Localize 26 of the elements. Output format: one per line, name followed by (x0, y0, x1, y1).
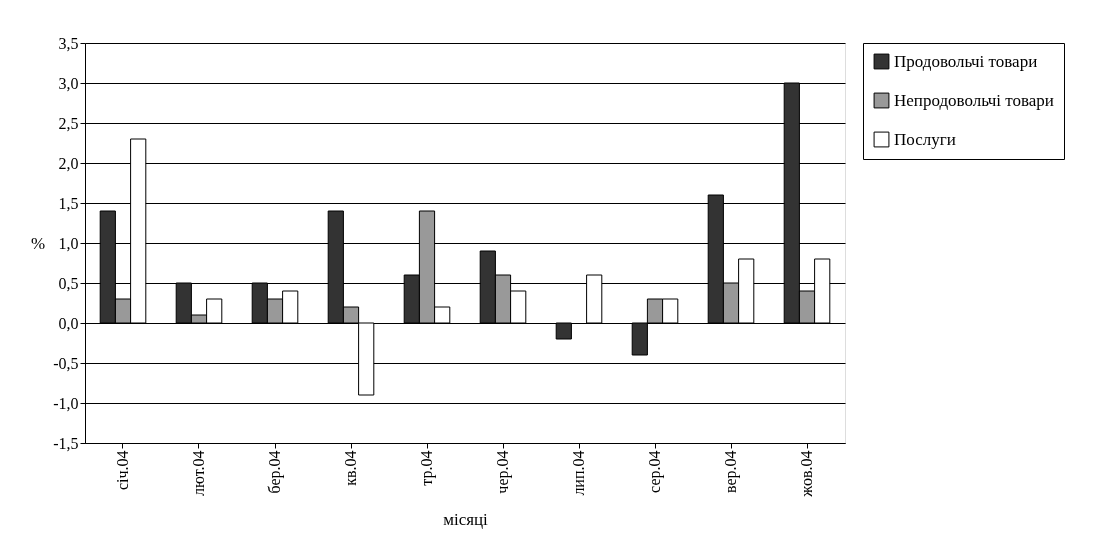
x-tick-label: лип.04 (570, 450, 587, 496)
x-tick-label: кв.04 (342, 450, 359, 486)
x-tick-label: січ.04 (114, 450, 131, 491)
x-axis-title: місяці (443, 509, 489, 529)
x-tick-label: чер.04 (494, 450, 512, 494)
x-tick-label: вер.04 (722, 450, 740, 494)
x-tick-label: сер.04 (646, 450, 664, 493)
y-tick-label: 0,0 (58, 314, 79, 332)
x-tick-label: тр.04 (418, 450, 436, 486)
y-tick-label: -0,5 (53, 354, 79, 372)
y-tick-label: -1,0 (53, 394, 79, 412)
legend-label: Непродовольчі товари (894, 90, 1054, 110)
x-tick-label: бер.04 (266, 450, 284, 494)
y-tick-label: 3,5 (58, 34, 79, 52)
y-tick-label: 1,5 (58, 194, 79, 212)
y-axis-title: % (31, 233, 46, 253)
y-tick-label: 1,0 (58, 234, 79, 252)
y-tick-label: 0,5 (58, 274, 79, 292)
x-tick-label: лют.04 (190, 450, 207, 497)
y-tick-label: -1,5 (53, 434, 79, 452)
x-tick-label: жов.04 (798, 450, 815, 498)
y-tick-label: 2,5 (58, 114, 79, 132)
legend-label: Послуги (894, 129, 956, 149)
y-tick-label: 3,0 (58, 74, 79, 92)
legend-label: Продовольчі товари (894, 51, 1038, 71)
y-tick-label: 2,0 (58, 154, 79, 172)
